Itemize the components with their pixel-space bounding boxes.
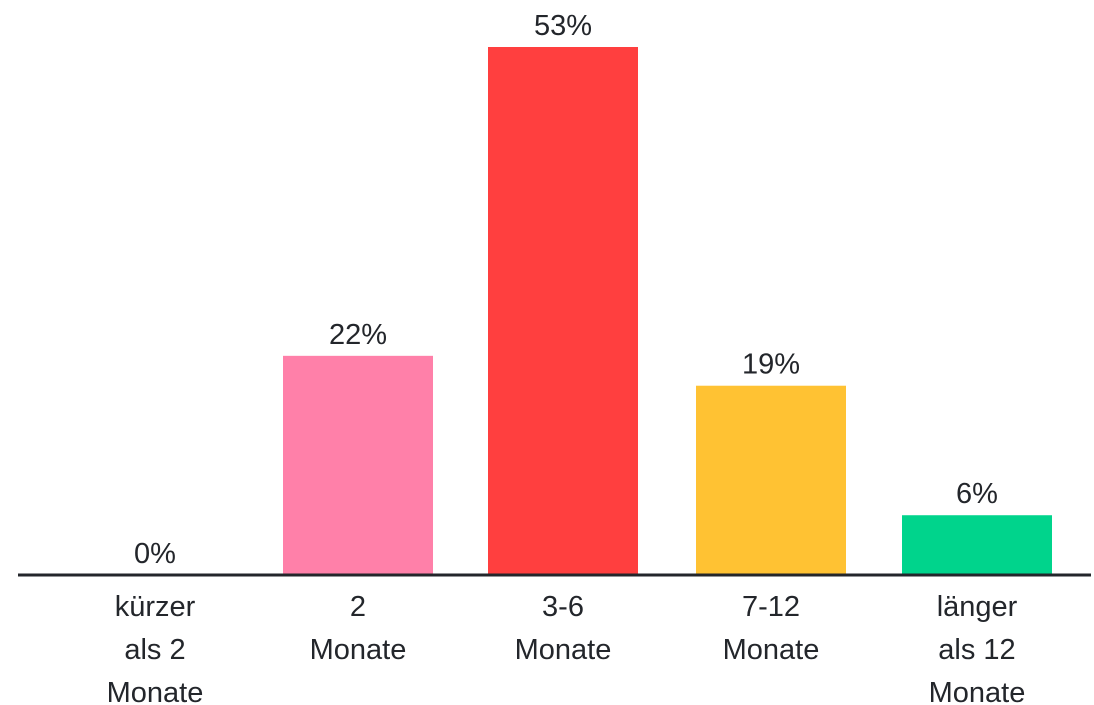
category-label-line: 2 (350, 591, 366, 623)
category-label-line: Monate (107, 677, 204, 705)
category-label-2: 3-6 Monate (515, 591, 612, 666)
value-label-3: 19% (742, 349, 800, 381)
category-label-line: 7-12 (742, 591, 800, 623)
category-label-line: Monate (723, 634, 820, 666)
category-label-line: als 12 (938, 634, 1015, 666)
category-label-0: kürzer als 2 Monate (107, 591, 204, 705)
category-label-1: 2 Monate (310, 591, 407, 666)
category-label-line: länger (937, 591, 1018, 623)
category-label-line: als 2 (124, 634, 185, 666)
category-label-line: Monate (310, 634, 407, 666)
bars-layer (283, 47, 1052, 575)
bar-2 (488, 47, 638, 575)
category-labels-layer: kürzer als 2 Monate 2 Monate 3-6 Monate 7-12 Mon… (107, 591, 1026, 705)
bar-4 (902, 515, 1052, 575)
category-label-4: länger als 12 Monate (929, 591, 1026, 705)
value-label-4: 6% (956, 478, 998, 510)
category-label-line: kürzer (115, 591, 196, 623)
value-label-2: 53% (534, 10, 592, 42)
bar-1 (283, 355, 433, 575)
category-label-line: Monate (515, 634, 612, 666)
bar-3 (696, 385, 846, 575)
category-label-line: 3-6 (542, 591, 584, 623)
category-label-line: Monate (929, 677, 1026, 705)
category-label-3: 7-12 Monate (723, 591, 820, 666)
value-label-0: 0% (134, 538, 176, 570)
value-label-1: 22% (329, 319, 387, 351)
value-labels-layer: 0% 22% 53% 19% 6% (134, 10, 998, 570)
